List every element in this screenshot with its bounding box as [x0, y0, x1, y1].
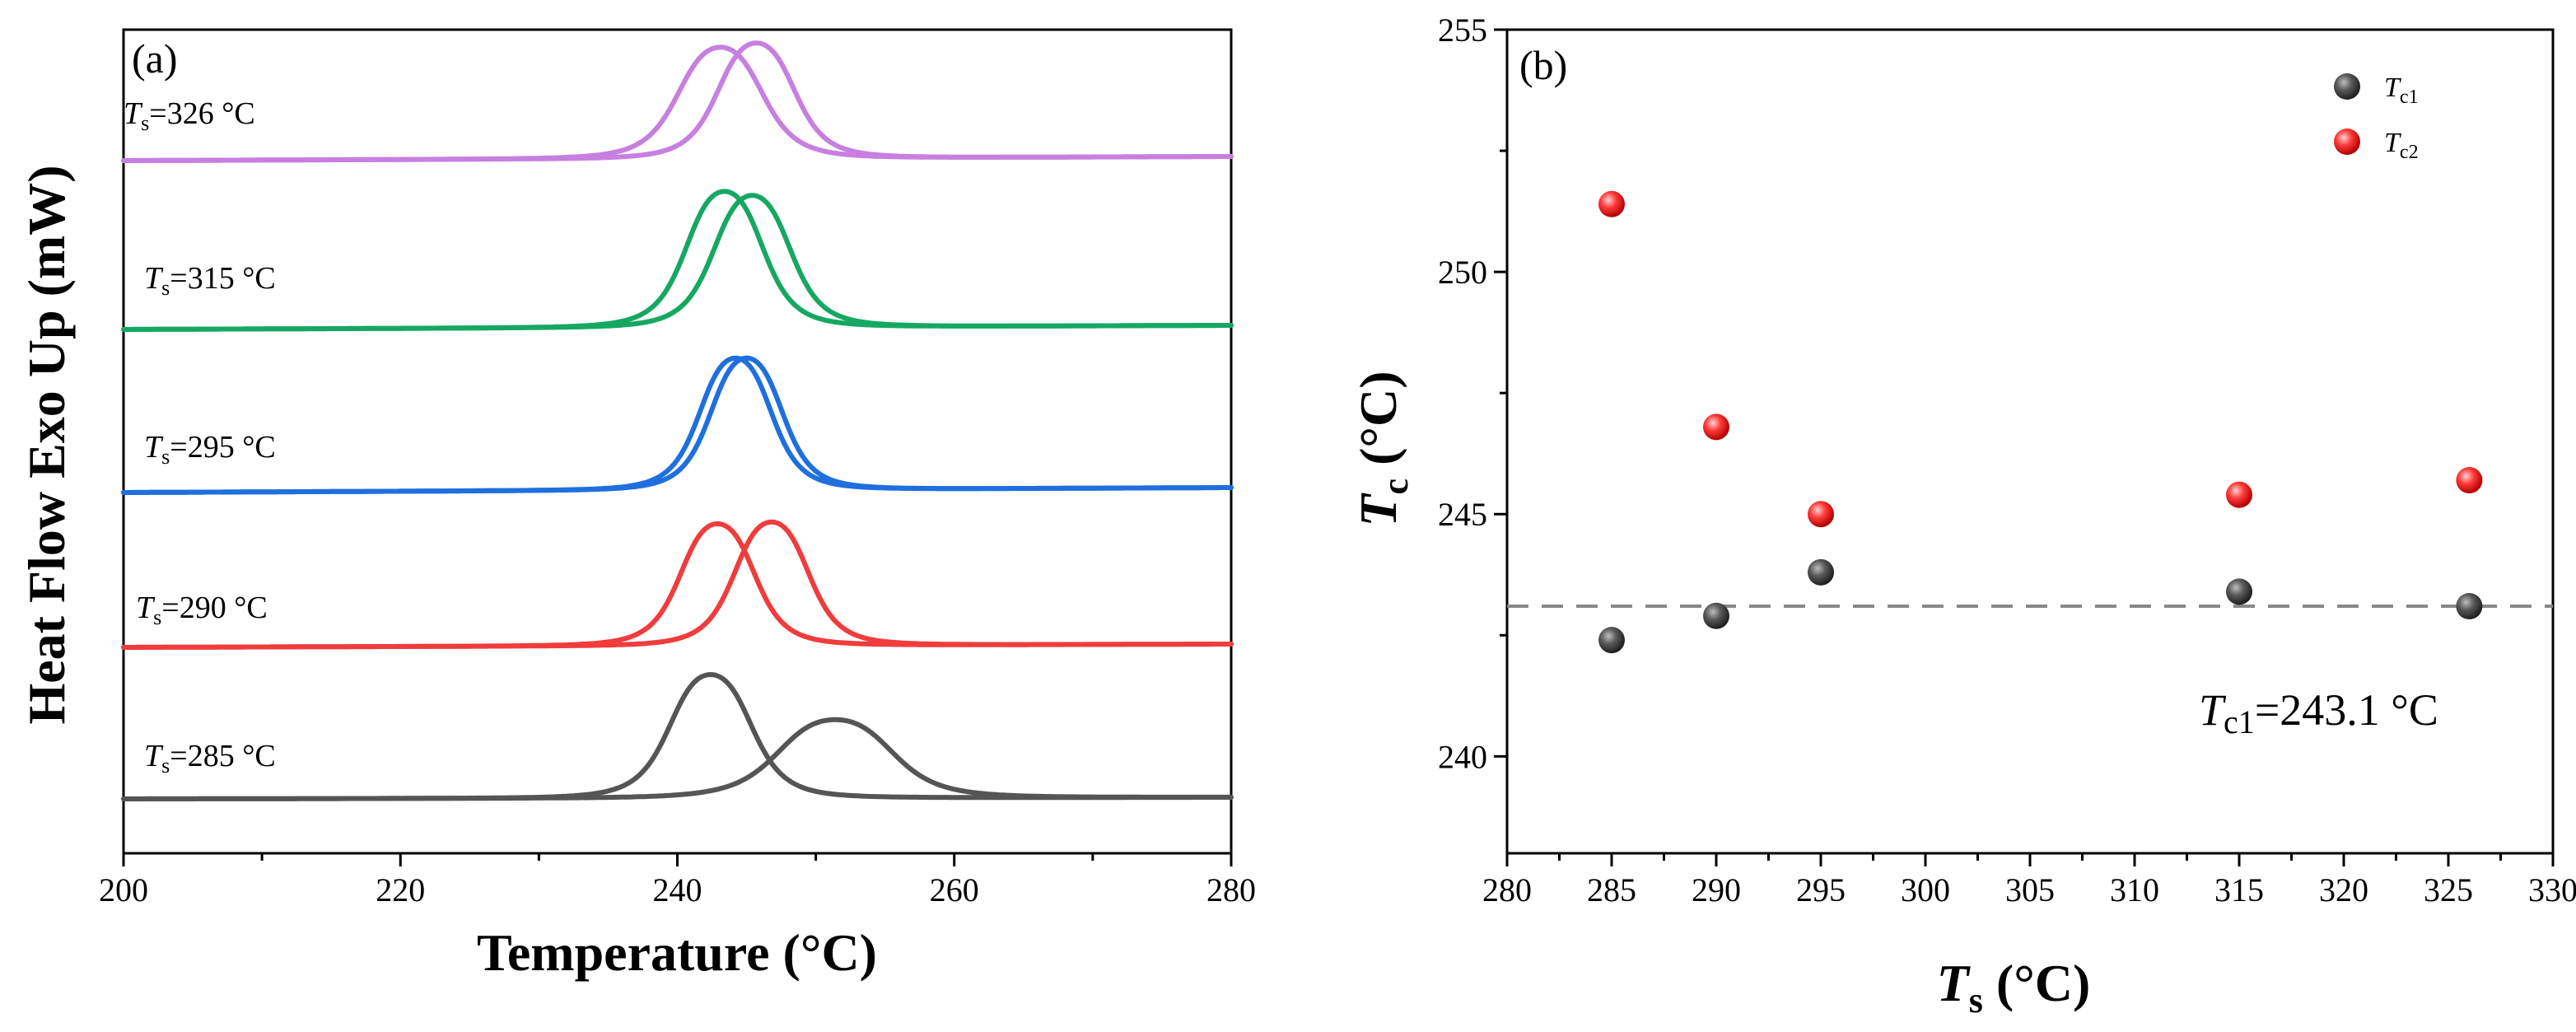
- curve-label-290: Ts=290 °C: [136, 591, 268, 629]
- b-x-tick-label: 300: [1901, 871, 1950, 908]
- panel-a-curve-labels: Ts=285 °C Ts=290 °C Ts=295 °C Ts=315 °C Ts=3…: [124, 96, 276, 778]
- b-x-tick-label: 315: [2214, 871, 2264, 908]
- b-x-tick-label: 320: [2319, 871, 2368, 908]
- point-tc2-290: [1703, 413, 1729, 441]
- curve-290-peak1: [121, 521, 1234, 650]
- panel-a-y-axis-title: Heat Flow Exo Up (mW): [17, 165, 76, 724]
- curve-290-peak2: [121, 519, 1234, 650]
- curve-label-295: Ts=295 °C: [144, 430, 276, 469]
- b-y-tick-label: 245: [1438, 496, 1487, 533]
- b-x-tick-label: 295: [1796, 871, 1846, 908]
- panel-b-label: (b): [1519, 42, 1567, 88]
- curve-285-peak1: [121, 672, 1234, 801]
- a-x-tick-label: 260: [930, 871, 979, 908]
- legend-tc2-label: Tc2: [2384, 128, 2419, 163]
- point-tc1-326: [2456, 593, 2483, 619]
- panel-b-y-axis-title: Tc (°C): [1349, 371, 1416, 526]
- legend-tc2-marker: [2334, 128, 2360, 155]
- curve-326-peak2: [121, 40, 1234, 163]
- b-y-tick-label: 255: [1438, 12, 1487, 49]
- a-x-tick-label: 240: [653, 871, 702, 908]
- point-tc1-285: [1598, 627, 1625, 654]
- panel-a-label: (a): [132, 35, 178, 82]
- point-tc1-295: [1808, 558, 1834, 586]
- point-tc1-290: [1703, 602, 1729, 629]
- panel-a-frame: [122, 28, 1233, 855]
- panel-a-x-axis-title: Temperature (°C): [477, 923, 877, 982]
- b-x-tick-label: 310: [2110, 871, 2159, 908]
- b-x-tick-label: 285: [1587, 871, 1636, 908]
- point-tc1-315: [2226, 578, 2252, 605]
- panel-b-annotation: Tc1=243.1 °C: [2199, 685, 2438, 740]
- panel-a-x-ticks: 200 220 240 260 280: [99, 853, 1256, 908]
- point-tc2-326: [2456, 467, 2483, 494]
- panel-b-x-axis-title: Ts (°C): [1937, 954, 2091, 1020]
- b-x-tick-label: 325: [2424, 871, 2473, 908]
- b-y-tick-label: 250: [1438, 254, 1487, 291]
- curve-315-peak2: [121, 193, 1234, 332]
- panel-a-curves: [121, 40, 1234, 801]
- a-x-tick-label: 280: [1206, 871, 1256, 908]
- b-y-tick-label: 240: [1438, 738, 1487, 775]
- panel-b: (b) 280 285 290 295 300 305 310 315 320 325 330 24…: [1349, 12, 2576, 1020]
- b-x-tick-label: 280: [1482, 871, 1532, 908]
- curve-285-peak2: [121, 717, 1234, 801]
- b-x-tick-label: 305: [2005, 871, 2055, 908]
- panel-a: (a) 200 220 240 260 280 Ts=285 °CTs=290 °CTs…: [17, 28, 1256, 982]
- panel-b-legend: Tc1 Tc2: [2334, 72, 2419, 163]
- a-x-tick-label: 200: [99, 871, 148, 908]
- point-tc2-285: [1598, 190, 1625, 217]
- point-tc2-315: [2226, 481, 2252, 508]
- curve-295-peak2: [121, 355, 1234, 495]
- point-tc2-295: [1808, 501, 1834, 528]
- a-x-tick-label: 220: [376, 871, 425, 908]
- panel-b-x-ticks: 280 285 290 295 300 305 310 315 320 325 330: [1482, 853, 2576, 908]
- curve-label-285: Ts=285 °C: [144, 739, 276, 778]
- legend-tc1-label: Tc1: [2384, 72, 2419, 108]
- panel-b-y-ticks: 240 245 250 255: [1438, 12, 1507, 775]
- curve-label-326: Ts=326 °C: [124, 96, 255, 135]
- b-x-tick-label: 330: [2528, 871, 2576, 908]
- panel-b-points: [1598, 190, 2483, 654]
- b-x-tick-label: 290: [1692, 871, 1741, 908]
- legend-tc1-marker: [2334, 73, 2360, 100]
- curve-label-315: Ts=315 °C: [144, 261, 276, 300]
